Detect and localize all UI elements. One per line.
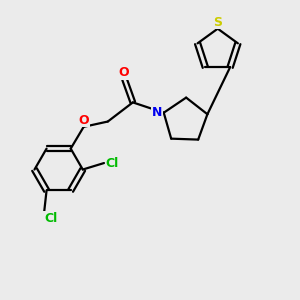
- Text: O: O: [119, 67, 129, 80]
- Text: Cl: Cl: [106, 157, 119, 169]
- Text: S: S: [213, 16, 222, 29]
- Text: N: N: [152, 106, 163, 119]
- Text: Cl: Cl: [44, 212, 57, 225]
- Text: O: O: [78, 114, 89, 127]
